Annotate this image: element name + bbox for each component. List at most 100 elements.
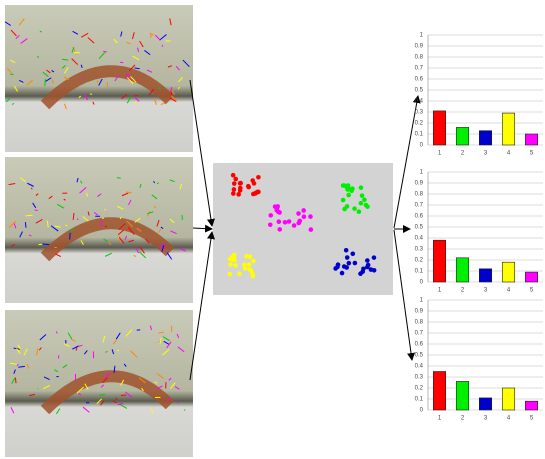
feature [6, 67, 13, 74]
feature [11, 103, 15, 105]
feature [104, 252, 113, 257]
feature [18, 18, 25, 26]
arch [40, 65, 175, 110]
feature [182, 59, 190, 68]
feature [87, 211, 90, 216]
bar [432, 371, 447, 411]
feature [156, 385, 163, 389]
feature [13, 85, 18, 92]
cluster-dot [233, 176, 239, 182]
feature [115, 332, 121, 340]
feature [36, 348, 39, 356]
feature [5, 98, 11, 103]
feature [169, 97, 177, 102]
bar [478, 130, 493, 146]
feature [136, 227, 142, 232]
feature [99, 219, 104, 227]
feature [141, 387, 144, 392]
feature [92, 101, 95, 105]
feature [166, 252, 173, 260]
feature [159, 337, 162, 345]
feature [113, 365, 116, 373]
feature [64, 103, 67, 110]
feature [13, 223, 17, 229]
feature [79, 187, 87, 194]
feature [171, 90, 176, 95]
feature [124, 235, 128, 240]
cluster-dot [356, 209, 362, 214]
feature [134, 97, 140, 102]
x-tick-label: 4 [507, 416, 511, 422]
feature [146, 69, 153, 73]
feature [169, 179, 175, 183]
cluster-dot [276, 219, 282, 225]
feature [38, 347, 42, 351]
feature [48, 195, 53, 200]
feature [96, 79, 99, 84]
feature [35, 193, 39, 196]
y-tick-label: 0.6 [415, 342, 424, 348]
feature [19, 177, 26, 183]
cluster-dot [227, 271, 233, 277]
cluster-dot [268, 213, 274, 218]
feature [159, 87, 161, 91]
y-tick-label: 0.4 [415, 236, 424, 242]
feature [54, 369, 59, 373]
feature [134, 101, 137, 106]
y-tick-label: 0.4 [415, 364, 424, 370]
y-tick-label: 0.7 [415, 66, 424, 72]
feature [131, 32, 135, 40]
feature [36, 55, 40, 58]
y-tick-label: 0.5 [415, 225, 424, 231]
feature [154, 34, 161, 41]
feature [17, 344, 22, 350]
cluster-dot [242, 262, 247, 268]
feature [137, 47, 140, 52]
y-tick-label: 0.7 [415, 203, 424, 209]
cluster-dot [350, 186, 355, 191]
feature [104, 208, 106, 211]
feature [170, 382, 176, 389]
feature [117, 229, 124, 236]
feature [161, 245, 165, 252]
feature [117, 205, 124, 210]
feature [125, 391, 133, 398]
cluster-dot [344, 265, 350, 270]
feature [139, 183, 142, 188]
feature [120, 379, 125, 386]
y-tick-label: 0 [420, 280, 424, 286]
feature [120, 394, 127, 397]
feature [159, 245, 161, 249]
y-tick-label: 0.2 [415, 258, 424, 264]
feature [129, 64, 136, 72]
feature [163, 340, 170, 345]
x-tick-label: 5 [530, 288, 534, 294]
bar [501, 112, 516, 146]
cluster-dot [346, 260, 352, 266]
feature [78, 344, 83, 347]
feature [9, 362, 18, 365]
cluster-dot [272, 204, 278, 209]
y-tick-label: 0.8 [415, 55, 424, 61]
feature [61, 65, 66, 69]
cluster-dot [350, 251, 356, 257]
feature [105, 350, 108, 353]
cluster-dot [362, 197, 367, 203]
y-tick-label: 0.3 [415, 375, 424, 381]
feature [15, 34, 20, 40]
arrow [192, 224, 213, 233]
feature [114, 75, 119, 82]
y-tick-label: 0.1 [415, 269, 424, 275]
feature [148, 88, 154, 96]
feature [117, 403, 124, 406]
cluster-dot [371, 255, 377, 260]
cluster-dot [242, 266, 248, 271]
feature [42, 71, 49, 78]
feature [8, 183, 16, 186]
x-tick-label: 5 [530, 151, 534, 157]
feature [145, 238, 150, 244]
cluster-dot [352, 260, 358, 266]
feature [65, 224, 68, 227]
cluster-dot [301, 214, 307, 220]
feature [119, 217, 122, 220]
